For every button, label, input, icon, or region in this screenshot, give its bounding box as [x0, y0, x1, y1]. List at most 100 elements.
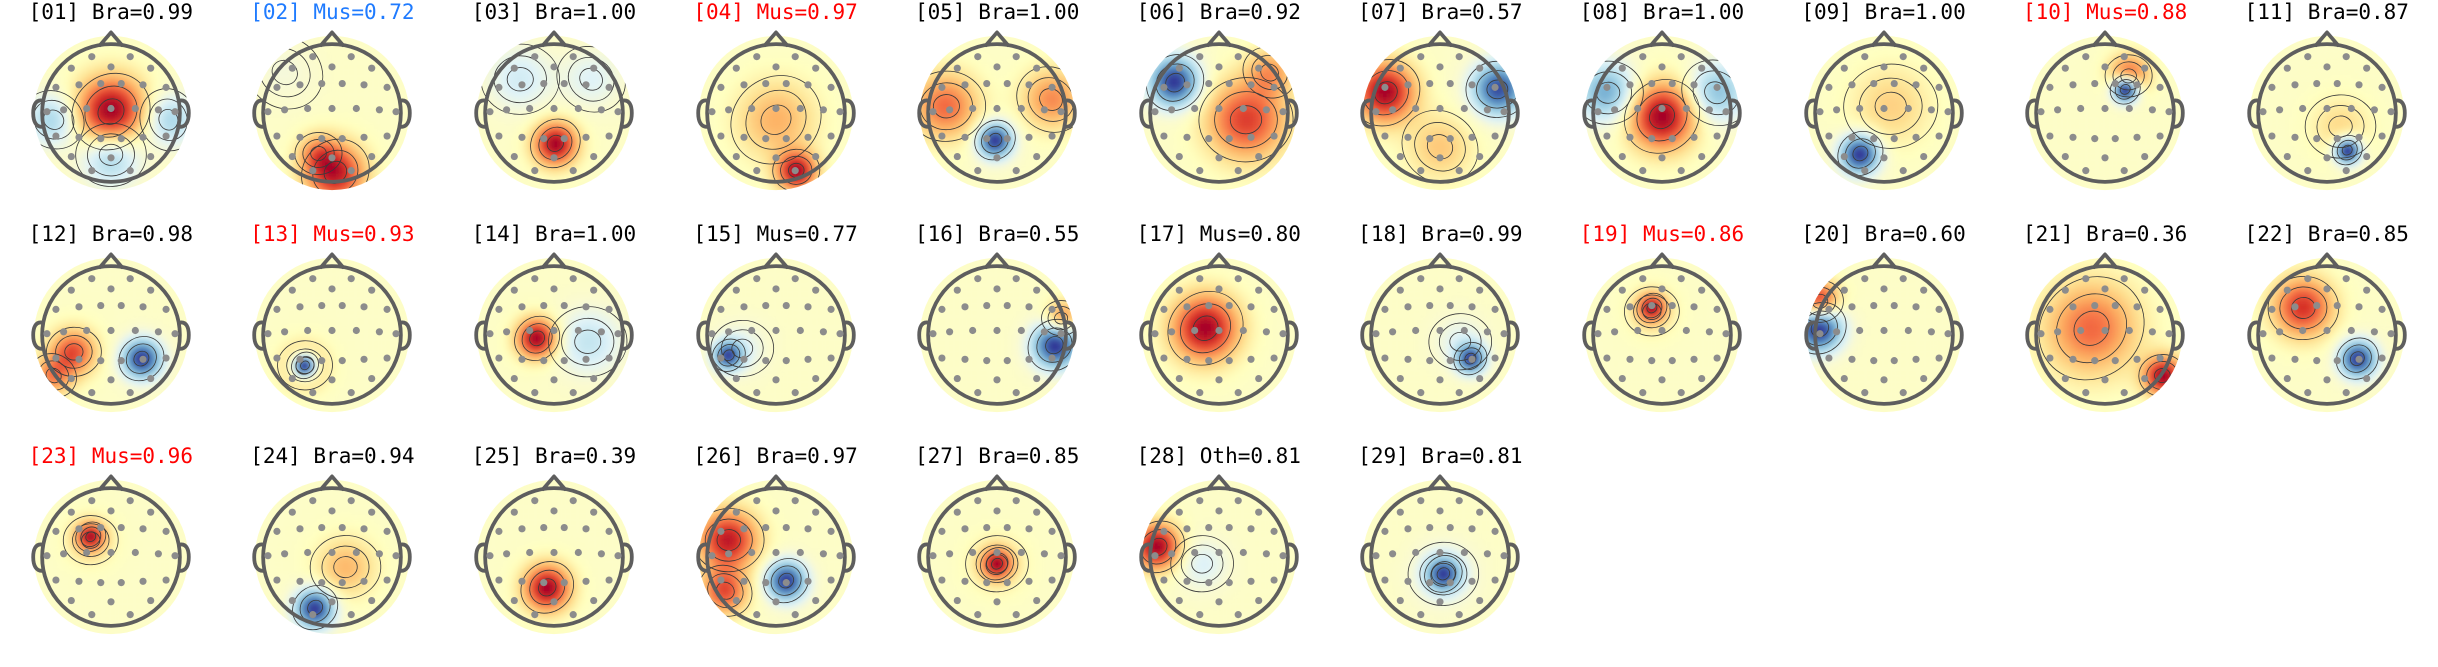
topomap[interactable] [1578, 251, 1746, 419]
topomap[interactable] [2021, 251, 2189, 419]
topomap-cell[interactable]: [05] Bra=1.00 [886, 0, 1108, 222]
topomap[interactable] [913, 251, 1081, 419]
topomap-plot [1803, 30, 1964, 191]
topomap-cell[interactable]: [04] Mus=0.97 [665, 0, 887, 222]
topomap-cell[interactable]: [21] Bra=0.36 [1994, 222, 2216, 444]
topomap-plot [252, 252, 413, 413]
component-label: [21] Bra=0.36 [2023, 223, 2187, 245]
topomap-plot [917, 474, 1077, 635]
topomap[interactable] [1800, 29, 1968, 197]
component-label: [09] Bra=1.00 [1801, 1, 1965, 23]
component-label: [11] Bra=0.87 [2245, 1, 2409, 23]
component-label: [14] Bra=1.00 [472, 223, 636, 245]
topomap[interactable] [692, 29, 860, 197]
component-label: [25] Bra=0.39 [472, 445, 636, 467]
topomap-plot [1360, 252, 1521, 413]
topomap-cell[interactable]: [03] Bra=1.00 [443, 0, 665, 222]
topomap-cell[interactable]: [08] Bra=1.00 [1551, 0, 1773, 222]
topomap-cell[interactable]: [23] Mus=0.96 [0, 444, 222, 666]
topomap-cell[interactable]: [19] Mus=0.86 [1551, 222, 1773, 444]
topomap[interactable] [248, 29, 416, 197]
topomap-cell[interactable]: [09] Bra=1.00 [1773, 0, 1995, 222]
topomap-cell[interactable]: [15] Mus=0.77 [665, 222, 887, 444]
topomap-cell[interactable]: [24] Bra=0.94 [222, 444, 444, 666]
topomap[interactable] [1356, 473, 1524, 641]
topomap[interactable] [913, 29, 1081, 197]
topomap-plot [2025, 30, 2185, 191]
topomap[interactable] [1578, 29, 1746, 197]
component-label: [16] Bra=0.55 [915, 223, 1079, 245]
component-label: [10] Mus=0.88 [2023, 1, 2187, 23]
topomap-cell[interactable]: [17] Mus=0.80 [1108, 222, 1330, 444]
topomap-cell[interactable]: [01] Bra=0.99 [0, 0, 222, 222]
topomap-cell[interactable]: [25] Bra=0.39 [443, 444, 665, 666]
topomap-plot [2025, 252, 2185, 413]
topomap[interactable] [1800, 251, 1968, 419]
component-label: [04] Mus=0.97 [693, 1, 857, 23]
topomap-plot [695, 30, 856, 191]
topomap[interactable] [1135, 251, 1303, 419]
topomap-cell[interactable]: [26] Bra=0.97 [665, 444, 887, 666]
component-label: [17] Mus=0.80 [1137, 223, 1301, 245]
topomap[interactable] [470, 473, 638, 641]
component-label: [15] Mus=0.77 [693, 223, 857, 245]
topomap-cell[interactable]: [16] Bra=0.55 [886, 222, 1108, 444]
topomap[interactable] [2243, 251, 2411, 419]
topomap-cell[interactable]: [14] Bra=1.00 [443, 222, 665, 444]
topomap[interactable] [470, 251, 638, 419]
component-label: [02] Mus=0.72 [250, 1, 414, 23]
topomap-cell[interactable]: [18] Bra=0.99 [1330, 222, 1552, 444]
topomap[interactable] [248, 251, 416, 419]
topomap-cell[interactable]: [13] Mus=0.93 [222, 222, 444, 444]
topomap-cell[interactable]: [28] Oth=0.81 [1108, 444, 1330, 666]
topomap[interactable] [1356, 29, 1524, 197]
topomap-cell[interactable]: [02] Mus=0.72 [222, 0, 444, 222]
component-label: [13] Mus=0.93 [250, 223, 414, 245]
component-label: [27] Bra=0.85 [915, 445, 1079, 467]
component-label: [23] Mus=0.96 [29, 445, 193, 467]
topomap-cell[interactable]: [10] Mus=0.88 [1994, 0, 2216, 222]
topomap[interactable] [1135, 29, 1303, 197]
topomap-cell[interactable]: [29] Bra=0.81 [1330, 444, 1552, 666]
topomap[interactable] [27, 251, 195, 419]
topomap-plot [31, 252, 191, 413]
topomap-plot [252, 474, 413, 635]
topomap[interactable] [248, 473, 416, 641]
component-label: [24] Bra=0.94 [250, 445, 414, 467]
topomap[interactable] [27, 29, 195, 197]
topomap-plot [1139, 30, 1299, 191]
topomap-cell[interactable]: [11] Bra=0.87 [2216, 0, 2438, 222]
topomap[interactable] [913, 473, 1081, 641]
topomap-cell[interactable]: [22] Bra=0.85 [2216, 222, 2438, 444]
component-label: [03] Bra=1.00 [472, 1, 636, 23]
topomap-cell[interactable]: [27] Bra=0.85 [886, 444, 1108, 666]
topomap[interactable] [470, 29, 638, 197]
topomap-plot [31, 474, 191, 635]
topomap-plot [695, 474, 856, 635]
topomap[interactable] [27, 473, 195, 641]
topomap-plot [1139, 474, 1299, 635]
topomap-plot [917, 30, 1077, 191]
topomap-cell[interactable]: [20] Bra=0.60 [1773, 222, 1995, 444]
component-label: [06] Bra=0.92 [1137, 1, 1301, 23]
topomap-plot [1803, 252, 1964, 413]
topomap-cell[interactable]: [12] Bra=0.98 [0, 222, 222, 444]
component-label: [20] Bra=0.60 [1801, 223, 1965, 245]
component-label: [07] Bra=0.57 [1358, 1, 1522, 23]
topomap-cell[interactable]: [06] Bra=0.92 [1108, 0, 1330, 222]
component-label: [22] Bra=0.85 [2245, 223, 2409, 245]
topomap-plot [474, 474, 634, 635]
topomap[interactable] [692, 473, 860, 641]
topomap-cell[interactable]: [07] Bra=0.57 [1330, 0, 1552, 222]
topomap[interactable] [692, 251, 860, 419]
topomap[interactable] [1356, 251, 1524, 419]
component-label: [08] Bra=1.00 [1580, 1, 1744, 23]
topomap[interactable] [2021, 29, 2189, 197]
topomap[interactable] [1135, 473, 1303, 641]
component-label: [12] Bra=0.98 [29, 223, 193, 245]
component-label: [28] Oth=0.81 [1137, 445, 1301, 467]
topomap-plot [2247, 30, 2407, 191]
topomap[interactable] [2243, 29, 2411, 197]
topomap-plot [1139, 252, 1299, 413]
